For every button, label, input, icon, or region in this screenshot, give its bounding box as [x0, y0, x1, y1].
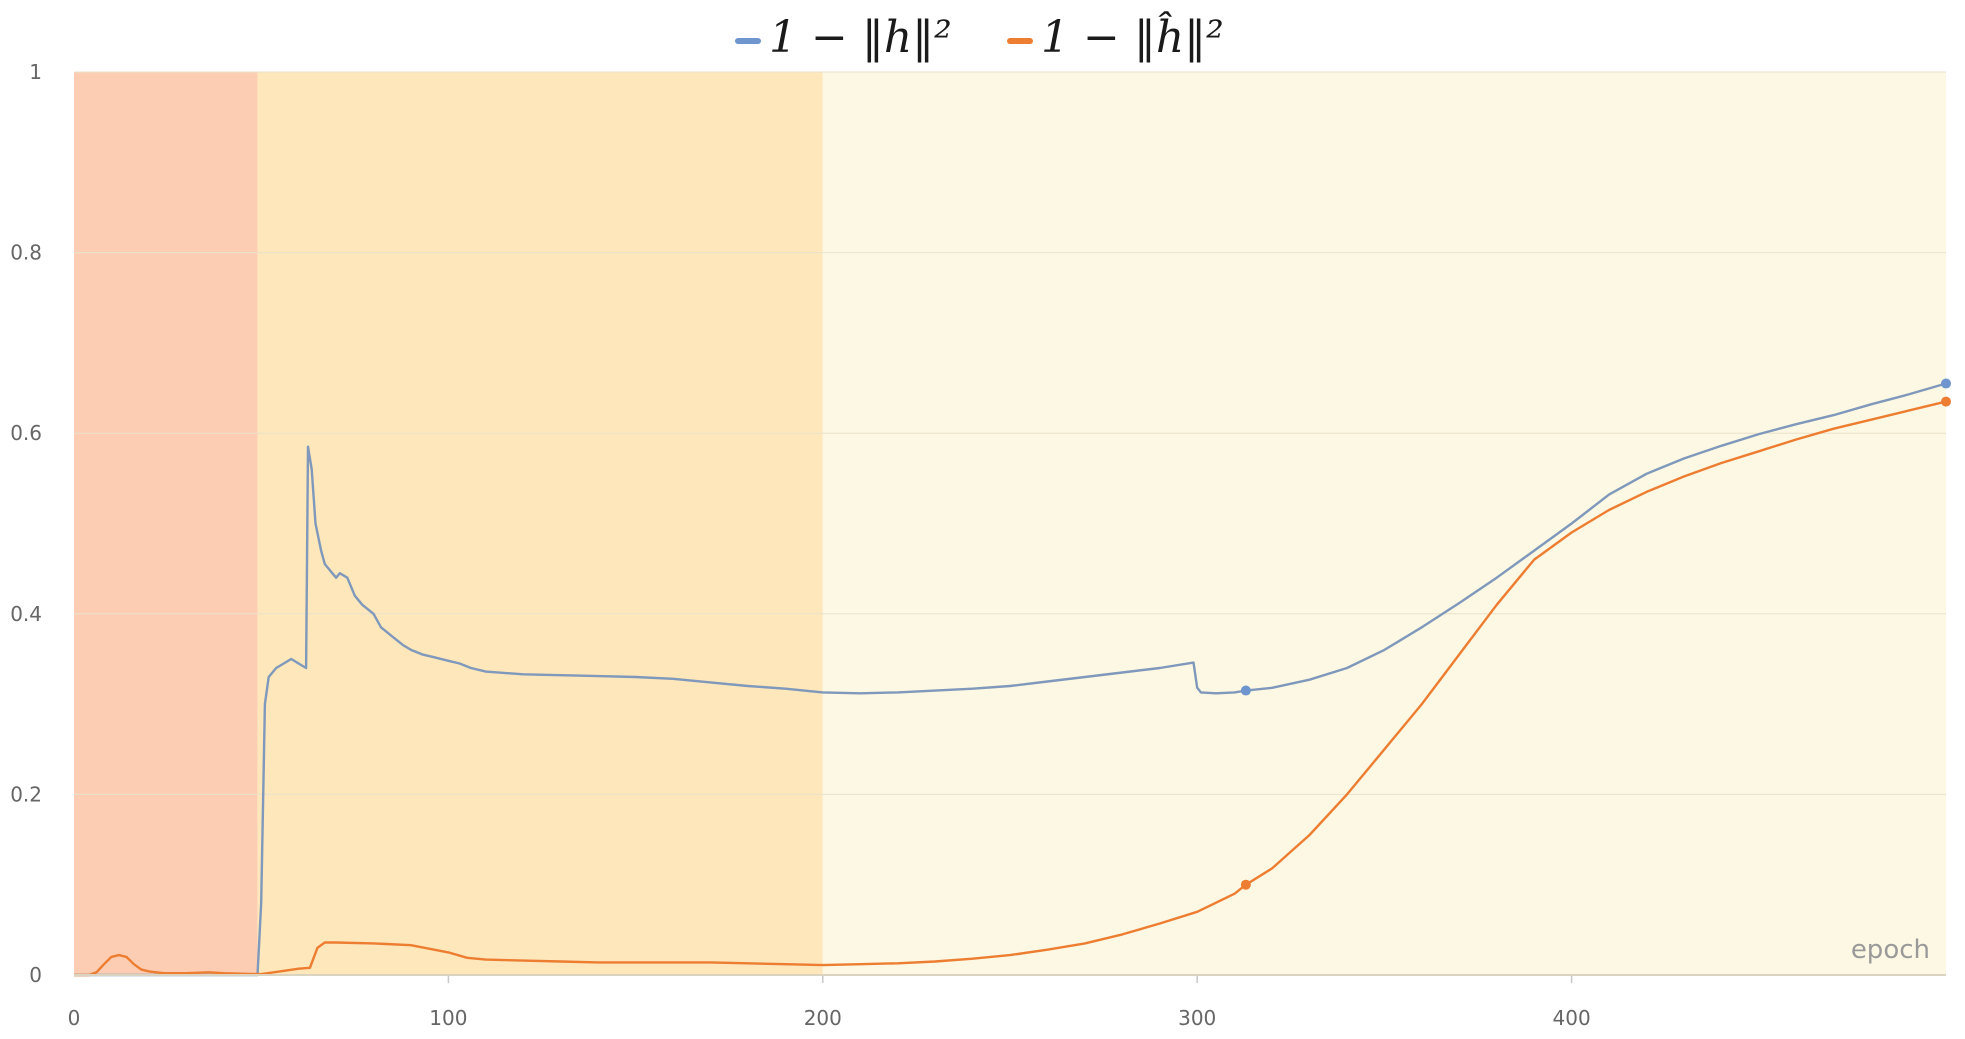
legend-label-1: 1 − ‖h‖² [769, 12, 952, 63]
legend-label-2: 1 − ‖ĥ‖² [1041, 10, 1224, 63]
background-band-1 [74, 72, 258, 975]
legend-swatch-2 [1007, 38, 1033, 44]
legend-swatch-1 [735, 38, 761, 44]
x-tick-label: 300 [1178, 1006, 1216, 1030]
series-1-marker-1 [1240, 685, 1251, 696]
x-tick-label: 200 [804, 1006, 842, 1030]
background-bands [74, 72, 1946, 975]
x-axis-label: epoch [1851, 935, 1930, 965]
legend: 1 − ‖h‖² 1 − ‖ĥ‖² [735, 10, 1224, 63]
series-line-2 [74, 400, 1947, 977]
y-tick-label: 0.6 [10, 421, 42, 445]
series-line-1 [74, 382, 1947, 977]
x-tick-label: 400 [1553, 1006, 1591, 1030]
axes: 0 0.2 0.4 0.6 0.8 1 0 100 200 300 400 [10, 60, 1946, 1030]
series-1-marker-2 [1941, 378, 1951, 389]
y-tick-label: 1 [29, 60, 42, 84]
series-2-marker-2 [1941, 396, 1951, 407]
y-tick-label: 0.8 [10, 241, 42, 265]
background-band-3 [822, 72, 1946, 975]
background-band-2 [257, 72, 823, 975]
x-tick-label: 0 [68, 1006, 81, 1030]
gridlines [74, 71, 1946, 983]
y-tick-label: 0 [29, 963, 42, 987]
y-tick-label: 0.4 [10, 602, 42, 626]
series-lines [74, 378, 1951, 977]
series-2-marker-1 [1240, 879, 1251, 890]
y-tick-label: 0.2 [10, 782, 42, 806]
x-tick-label: 100 [429, 1006, 467, 1030]
